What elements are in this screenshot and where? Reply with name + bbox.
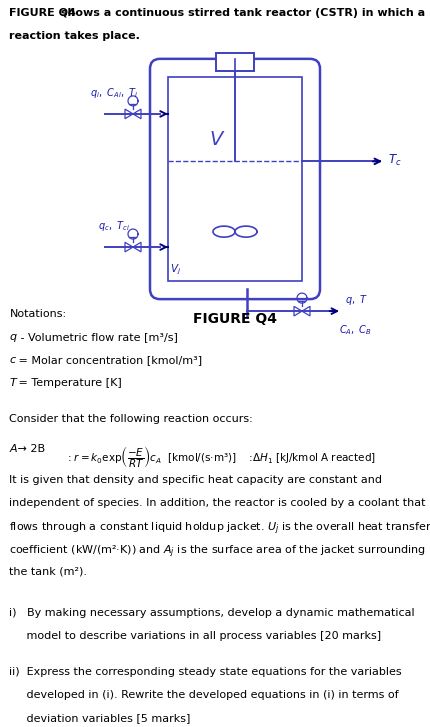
- Text: model to describe variations in all process variables [20 marks]: model to describe variations in all proc…: [9, 631, 381, 640]
- Text: FIGURE Q4: FIGURE Q4: [193, 312, 276, 326]
- Text: $V_j$: $V_j$: [169, 262, 181, 277]
- FancyBboxPatch shape: [150, 59, 319, 299]
- Text: $q_i,\ C_{Ai},\ T_i$: $q_i,\ C_{Ai},\ T_i$: [90, 86, 138, 100]
- Text: $T_c$: $T_c$: [387, 153, 401, 168]
- Text: shows a continuous stirred tank reactor (CSTR) in which a: shows a continuous stirred tank reactor …: [57, 7, 424, 17]
- Text: T: T: [9, 378, 16, 387]
- Text: $q,\ T$: $q,\ T$: [344, 293, 367, 307]
- Text: $q_c,\ T_{ci}$: $q_c,\ T_{ci}$: [98, 219, 130, 233]
- Text: reaction takes place.: reaction takes place.: [9, 31, 140, 41]
- Text: → 2B: → 2B: [14, 444, 45, 454]
- Text: flows through a constant liquid holdup jacket. $U_j$ is the overall heat transfe: flows through a constant liquid holdup j…: [9, 521, 430, 537]
- Text: = Molar concentration [kmol/m³]: = Molar concentration [kmol/m³]: [15, 355, 201, 365]
- Text: It is given that density and specific heat capacity are constant and: It is given that density and specific he…: [9, 475, 381, 485]
- Text: Notations:: Notations:: [9, 309, 67, 319]
- Text: deviation variables [5 marks]: deviation variables [5 marks]: [9, 713, 190, 723]
- Text: - Volumetric flow rate [m³/s]: - Volumetric flow rate [m³/s]: [17, 332, 178, 342]
- Bar: [215, 53, 253, 71]
- Text: i)   By making necessary assumptions, develop a dynamic mathematical: i) By making necessary assumptions, deve…: [9, 608, 414, 618]
- Text: : $r = k_0\exp\!\left(\dfrac{-E}{RT}\right)c_A$  [kmol/(s·m³)]    :$\Delta H_1$ : : $r = k_0\exp\!\left(\dfrac{-E}{RT}\rig…: [67, 444, 375, 470]
- Text: c: c: [9, 355, 15, 365]
- Text: coefficient (kW/(m²·K)) and $A_j$ is the surface area of the jacket surrounding: coefficient (kW/(m²·K)) and $A_j$ is the…: [9, 544, 425, 560]
- Text: A: A: [9, 444, 17, 454]
- Text: q: q: [9, 332, 17, 342]
- Bar: [168, 77, 301, 281]
- Text: ii)  Express the corresponding steady state equations for the variables: ii) Express the corresponding steady sta…: [9, 667, 401, 678]
- Text: the tank (m²).: the tank (m²).: [9, 566, 87, 577]
- Text: $V$: $V$: [208, 130, 225, 149]
- Text: = Temperature [K]: = Temperature [K]: [15, 378, 121, 387]
- Text: developed in (i). Rewrite the developed equations in (i) in terms of: developed in (i). Rewrite the developed …: [9, 690, 398, 700]
- Text: $C_A,\ C_B$: $C_A,\ C_B$: [338, 323, 371, 337]
- Text: Consider that the following reaction occurs:: Consider that the following reaction occ…: [9, 414, 253, 425]
- Text: FIGURE Q4: FIGURE Q4: [9, 7, 76, 17]
- Text: independent of species. In addition, the reactor is cooled by a coolant that: independent of species. In addition, the…: [9, 498, 425, 508]
